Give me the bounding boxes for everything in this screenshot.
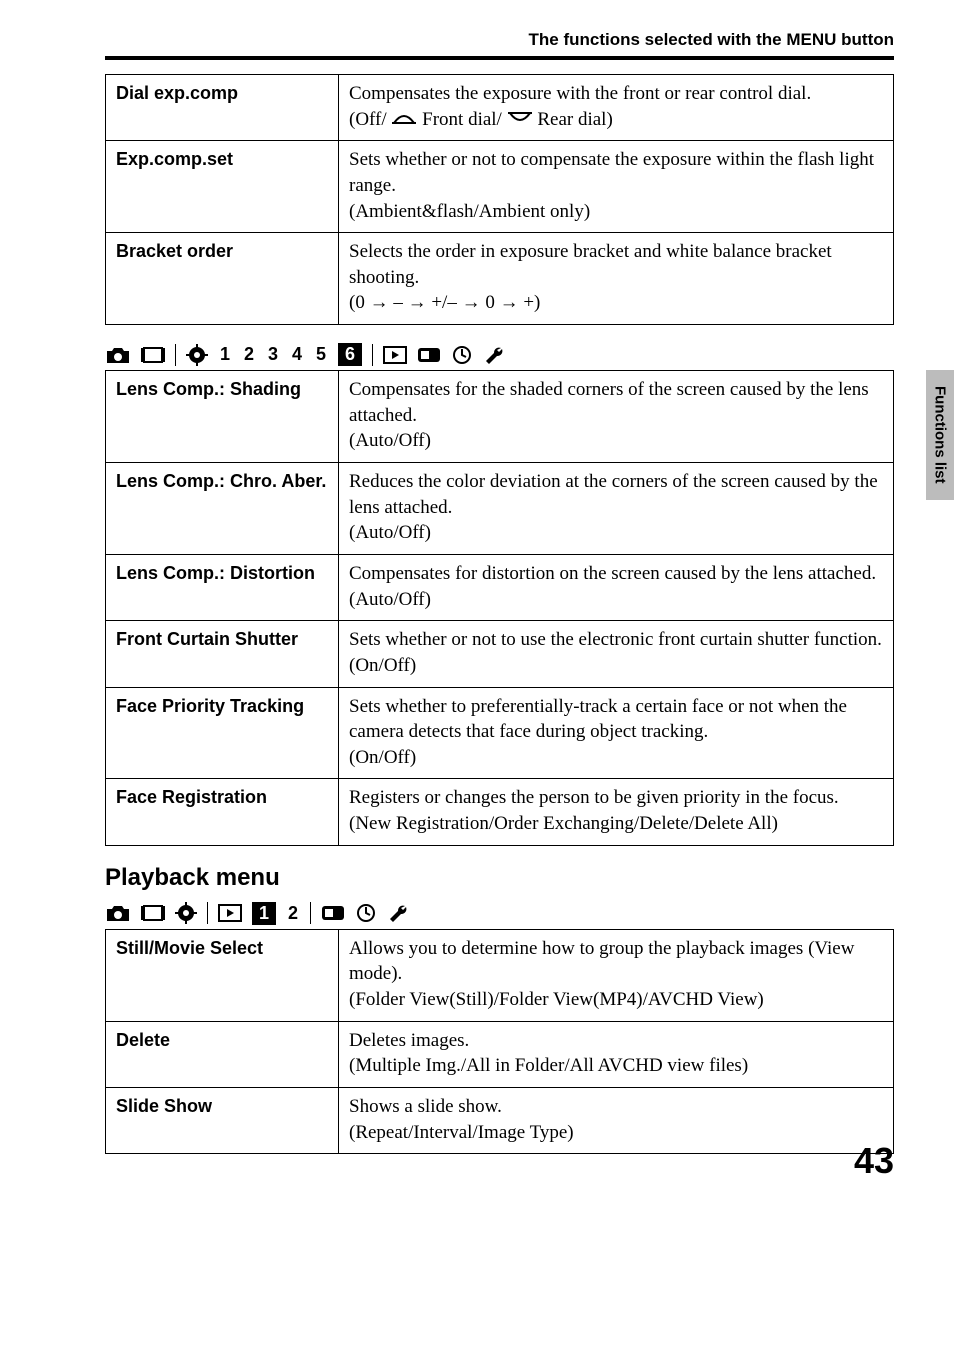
table-row: Lens Comp.: DistortionCompensates for di… (106, 554, 894, 620)
side-tab: Functions list (926, 370, 954, 500)
row-label: Face Registration (106, 779, 339, 845)
row-desc: Allows you to determine how to group the… (339, 929, 894, 1021)
table-row: Bracket order Selects the order in expos… (106, 233, 894, 325)
side-tab-label: Functions list (932, 386, 949, 484)
nav-separator (207, 902, 208, 924)
table-row: Dial exp.comp Compensates the exposure w… (106, 75, 894, 141)
row-label: Lens Comp.: Chro. Aber. (106, 463, 339, 555)
row-label: Delete (106, 1021, 339, 1087)
table-row: DeleteDeletes images. (Multiple Img./All… (106, 1021, 894, 1087)
custom6-nav: 1 2 3 4 5 6 (105, 343, 894, 366)
row-label: Dial exp.comp (106, 75, 339, 141)
film-icon (141, 903, 165, 923)
camera-icon (105, 345, 131, 365)
table-row: Exp.comp.set Sets whether or not to comp… (106, 141, 894, 233)
row-desc: Sets whether to preferentially-track a c… (339, 687, 894, 779)
playback-table: Still/Movie SelectAllows you to determin… (105, 929, 894, 1154)
custom6-table: Lens Comp.: ShadingCompensates for the s… (105, 370, 894, 846)
header-rule (105, 56, 894, 60)
rear-dial-icon (507, 109, 538, 130)
gear-icon (175, 902, 197, 924)
table-row: Still/Movie SelectAllows you to determin… (106, 929, 894, 1021)
table-row: Face Priority TrackingSets whether to pr… (106, 687, 894, 779)
row-label: Slide Show (106, 1087, 339, 1153)
row-desc: Deletes images. (Multiple Img./All in Fo… (339, 1021, 894, 1087)
card-icon (417, 347, 441, 363)
nav-tab-3: 3 (266, 344, 280, 365)
row-desc: Selects the order in exposure bracket an… (339, 233, 894, 325)
row-desc: Shows a slide show. (Repeat/Interval/Ima… (339, 1087, 894, 1153)
playback-nav: 1 2 (105, 902, 894, 925)
row-desc: Sets whether or not to use the electroni… (339, 621, 894, 687)
wrench-icon (483, 344, 507, 366)
row-label: Bracket order (106, 233, 339, 325)
row-label: Lens Comp.: Distortion (106, 554, 339, 620)
nav-tab-5: 5 (314, 344, 328, 365)
film-icon (141, 345, 165, 365)
row-desc: Compensates for the shaded corners of th… (339, 371, 894, 463)
table-row: Lens Comp.: Chro. Aber.Reduces the color… (106, 463, 894, 555)
clock-icon (355, 902, 377, 924)
custom5-extra-table: Dial exp.comp Compensates the exposure w… (105, 74, 894, 325)
nav-separator (175, 344, 176, 366)
front-dial-icon (391, 109, 422, 130)
page-number: 43 (854, 1140, 894, 1182)
nav-tab-6: 6 (338, 343, 362, 366)
nav-tab-1: 1 (252, 902, 276, 925)
play-icon (218, 904, 242, 922)
table-row: Face RegistrationRegisters or changes th… (106, 779, 894, 845)
nav-tab-2: 2 (286, 903, 300, 924)
nav-tab-1: 1 (218, 344, 232, 365)
row-desc: Reduces the color deviation at the corne… (339, 463, 894, 555)
row-label: Front Curtain Shutter (106, 621, 339, 687)
row-label: Exp.comp.set (106, 141, 339, 233)
gear-icon (186, 344, 208, 366)
row-label: Lens Comp.: Shading (106, 371, 339, 463)
clock-icon (451, 344, 473, 366)
nav-tab-2: 2 (242, 344, 256, 365)
wrench-icon (387, 902, 411, 924)
table-row: Slide ShowShows a slide show. (Repeat/In… (106, 1087, 894, 1153)
camera-icon (105, 903, 131, 923)
playback-heading: Playback menu (105, 864, 894, 892)
row-desc: Compensates the exposure with the front … (339, 75, 894, 141)
nav-separator (310, 902, 311, 924)
nav-tab-4: 4 (290, 344, 304, 365)
play-icon (383, 346, 407, 364)
table-row: Lens Comp.: ShadingCompensates for the s… (106, 371, 894, 463)
nav-separator (372, 344, 373, 366)
page-header: The functions selected with the MENU but… (105, 30, 894, 56)
row-desc: Registers or changes the person to be gi… (339, 779, 894, 845)
row-desc: Sets whether or not to compensate the ex… (339, 141, 894, 233)
row-label: Face Priority Tracking (106, 687, 339, 779)
table-row: Front Curtain ShutterSets whether or not… (106, 621, 894, 687)
row-label: Still/Movie Select (106, 929, 339, 1021)
card-icon (321, 905, 345, 921)
row-desc: Compensates for distortion on the screen… (339, 554, 894, 620)
